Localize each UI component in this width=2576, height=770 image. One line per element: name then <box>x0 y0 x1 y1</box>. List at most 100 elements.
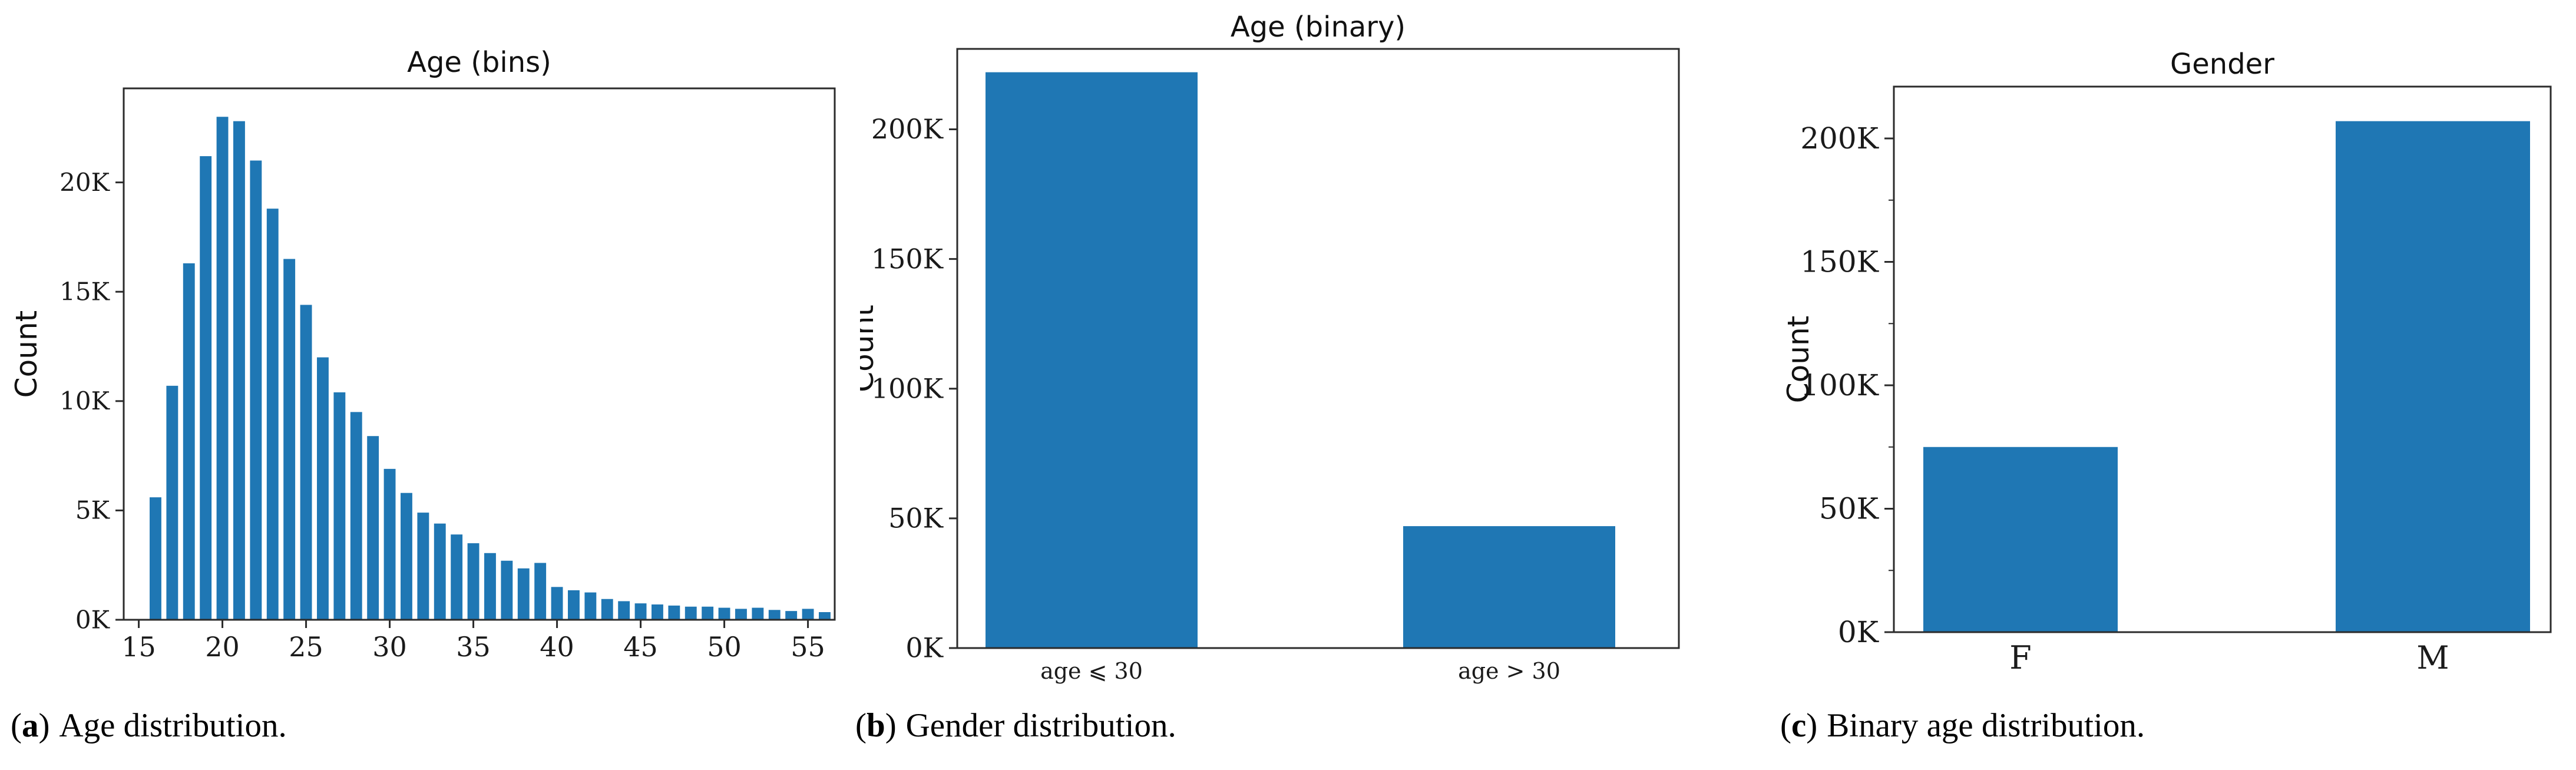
plot-border <box>123 87 836 621</box>
bar-age-46 <box>652 604 663 620</box>
y-tick-label: 5K <box>75 496 111 525</box>
bar-age-41 <box>568 590 580 620</box>
y-tick-label: 10K <box>59 386 110 415</box>
plot-border <box>956 48 1680 649</box>
y-tick-label: 50K <box>1819 491 1880 526</box>
bar-age-49 <box>702 606 714 620</box>
bar-age-18 <box>183 263 195 620</box>
bar-age > 30 <box>1403 526 1615 648</box>
bar-age-30 <box>383 468 396 620</box>
plot-border <box>1893 85 2552 633</box>
bar-age-56 <box>819 612 831 620</box>
bar-age-55 <box>802 609 814 620</box>
bar-age-23 <box>266 209 279 620</box>
y-axis-label: Count <box>860 305 880 392</box>
bar-F <box>1923 447 2118 632</box>
age-binary-chart: age ⩽ 30 age > 30 0K 50K 100K 150K 200K Age (bi… <box>860 11 1680 684</box>
bar-age-26 <box>317 357 329 620</box>
x-tick-label: 45 <box>623 631 658 663</box>
caption-b-letter: b <box>866 707 885 744</box>
bar-age-54 <box>785 611 798 620</box>
bar-age-44 <box>618 601 630 620</box>
bar-age-52 <box>752 607 764 620</box>
bar-age-40 <box>551 587 563 620</box>
caption-a-paren-open: ( <box>11 707 22 744</box>
bar-age-25 <box>300 305 312 620</box>
caption-c-paren-open: ( <box>1780 707 1791 744</box>
y-tick-label: 150K <box>871 243 944 275</box>
bar-age-16 <box>150 497 161 620</box>
bar-age-36 <box>484 553 496 620</box>
bar-age-32 <box>417 513 429 620</box>
bar-age-42 <box>584 592 597 620</box>
caption-a: (a) Age distribution. <box>11 705 287 747</box>
bar-age-43 <box>601 599 613 620</box>
bar-age-19 <box>200 156 212 620</box>
bar-age-22 <box>250 160 262 620</box>
gender-chart: F M 0K 50K 100K 150K 200K Gender Count <box>1781 48 2552 676</box>
x-tick-label: 25 <box>289 631 323 663</box>
caption-c-paren-close: ) <box>1806 707 1818 744</box>
y-tick-label: 0K <box>905 632 944 664</box>
bar-age-21 <box>233 121 245 620</box>
bar-age-37 <box>501 560 513 620</box>
bar-age-53 <box>768 610 781 620</box>
chart-title: Age (bins) <box>407 46 551 79</box>
caption-a-paren-close: ) <box>38 707 50 744</box>
caption-a-letter: a <box>21 707 39 744</box>
y-axis-label: Count <box>1781 316 1816 404</box>
panel-age-bins: 15 20 25 30 35 40 45 50 55 0K 5K 10K 15K 20K Age (bins… <box>0 0 860 695</box>
y-axis-label: Count <box>9 310 44 398</box>
caption-a-text: Age distribution. <box>59 707 287 744</box>
y-tick-label: 200K <box>871 113 944 145</box>
y-tick-label: 150K <box>1800 244 1879 279</box>
bar-age-34 <box>451 534 463 620</box>
bar-age-51 <box>735 609 747 620</box>
bar-age-31 <box>401 493 412 620</box>
x-tick-label: 30 <box>372 631 407 663</box>
y-tick-label: 200K <box>1800 121 1879 156</box>
x-tick-label: age ⩽ 30 <box>1040 658 1143 684</box>
bar-age-27 <box>333 392 346 620</box>
bar-age-33 <box>434 523 446 620</box>
y-tick-label: 0K <box>1838 615 1880 649</box>
x-tick-label: 20 <box>205 631 240 663</box>
x-tick-label: age > 30 <box>1458 658 1560 684</box>
y-tick-label: 15K <box>59 277 110 306</box>
bar-age-39 <box>534 563 547 620</box>
bar-age-50 <box>718 607 730 620</box>
caption-b: (b) Gender distribution. <box>855 705 1176 747</box>
y-tick-label: 100K <box>1800 368 1879 402</box>
bar-age-45 <box>634 603 647 620</box>
y-tick-label: 20K <box>59 168 110 197</box>
x-tick-label: 50 <box>707 631 742 663</box>
caption-b-paren-open: ( <box>855 707 867 744</box>
caption-b-text: Gender distribution. <box>905 707 1176 744</box>
caption-b-paren-close: ) <box>885 707 897 744</box>
x-tick-label: M <box>2416 639 2449 676</box>
bar-age-28 <box>350 412 362 620</box>
age-bins-chart: 15 20 25 30 35 40 45 50 55 0K 5K 10K 15K 20K Age (bins… <box>9 46 836 663</box>
bar-age-17 <box>166 385 178 620</box>
chart-title: Gender <box>2170 48 2274 81</box>
bar-age-38 <box>517 568 530 620</box>
x-tick-label: 15 <box>121 631 156 663</box>
bar-age-24 <box>283 259 296 620</box>
x-tick-label: 35 <box>456 631 491 663</box>
bar-age-48 <box>684 606 697 620</box>
x-tick-label: F <box>2009 639 2031 676</box>
bar-age-20 <box>216 117 229 620</box>
x-tick-label: 55 <box>791 631 825 663</box>
caption-c-letter: c <box>1791 707 1807 744</box>
y-tick-label: 50K <box>888 503 944 534</box>
panel-age-binary: age ⩽ 30 age > 30 0K 50K 100K 150K 200K Age (bi… <box>860 0 1720 695</box>
bar-age-35 <box>467 543 480 620</box>
bar-age ⩽ 30 <box>986 72 1198 649</box>
caption-c: (c) Binary age distribution. <box>1780 705 2145 747</box>
y-tick-label: 0K <box>75 605 111 634</box>
chart-title: Age (binary) <box>1231 11 1406 44</box>
caption-c-text: Binary age distribution. <box>1827 707 2145 744</box>
panel-gender: F M 0K 50K 100K 150K 200K Gender Count <box>1720 0 2576 695</box>
bar-M <box>2336 121 2530 632</box>
